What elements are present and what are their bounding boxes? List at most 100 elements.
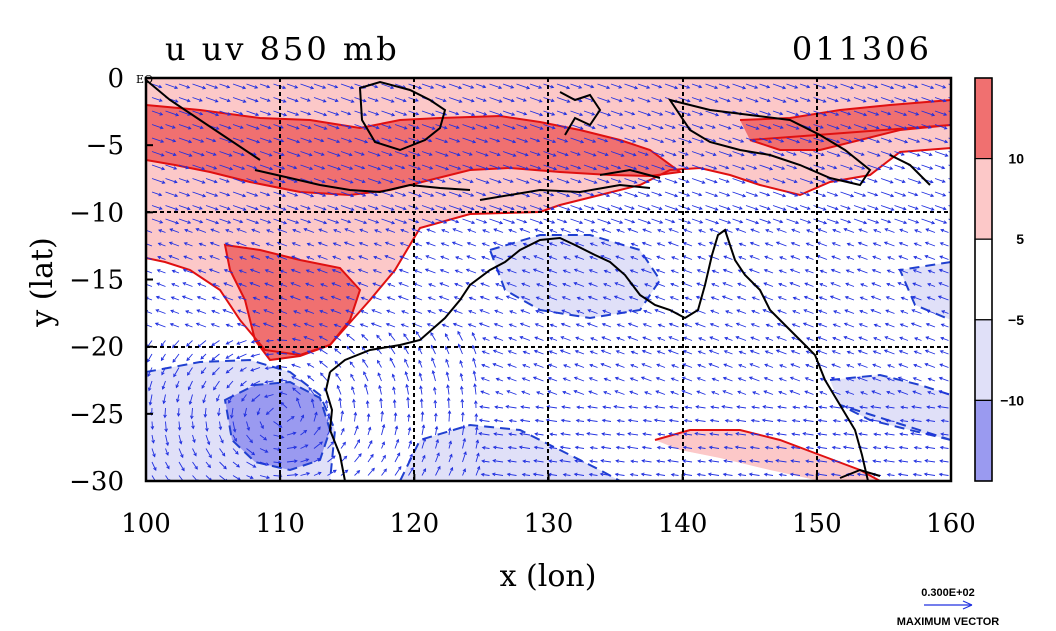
wind-vector-head (438, 295, 443, 300)
wind-vector-head (574, 445, 579, 450)
wind-vector-head (578, 98, 583, 103)
wind-vector-head (355, 425, 359, 430)
wind-vector-head (418, 359, 422, 364)
wind-vector (401, 323, 409, 328)
wind-vector (408, 110, 419, 115)
wind-vector-head (255, 112, 260, 117)
wind-vector-head (765, 179, 770, 183)
wind-vector (156, 296, 166, 301)
wind-vector (178, 151, 192, 157)
wind-vector (724, 350, 733, 355)
wind-vector-head (521, 269, 526, 273)
wind-vector (413, 283, 423, 287)
wind-vector-head (169, 322, 174, 327)
wind-vector (597, 191, 610, 197)
wind-vector (560, 336, 571, 341)
wind-vector (494, 419, 504, 422)
wind-vector-head (601, 336, 606, 340)
wind-vector (381, 218, 395, 224)
wind-vector (237, 323, 247, 328)
wind-vector-head (185, 179, 190, 183)
wind-vector (516, 218, 527, 223)
wind-vector-head (738, 206, 743, 210)
wind-vector (246, 205, 258, 210)
wind-vector (925, 242, 936, 247)
wind-vector (939, 255, 949, 260)
wind-vector-head (171, 125, 176, 129)
wind-vector (300, 137, 312, 143)
wind-vector (563, 256, 571, 260)
wind-vector (887, 377, 895, 382)
wind-vector (496, 270, 504, 274)
wind-vector (238, 283, 247, 287)
colorbar-segment (974, 77, 993, 160)
wind-vector-head (196, 309, 201, 313)
wind-vector-head (619, 112, 624, 116)
wind-vector-head (823, 112, 828, 117)
wind-vector (658, 324, 666, 328)
wind-vector (250, 282, 261, 287)
wind-vector (587, 309, 598, 314)
wind-vector (637, 137, 648, 142)
wind-vector-head (642, 228, 647, 232)
wind-vector (886, 406, 895, 409)
wind-vector-head (818, 296, 823, 300)
wind-vector-head (390, 85, 395, 90)
wind-vector-head (265, 462, 270, 466)
wind-vector (664, 164, 677, 170)
wind-vector-head (345, 309, 350, 313)
wind-vector (165, 434, 169, 446)
wind-vector (907, 110, 919, 116)
wind-vector-head (170, 296, 175, 300)
wind-vector (657, 242, 666, 247)
wind-vector (763, 406, 774, 409)
wind-vector-head (925, 432, 930, 436)
wind-vector (367, 413, 370, 422)
wind-vector (597, 218, 611, 224)
wind-vector (776, 228, 787, 233)
wind-vector-head (929, 166, 934, 170)
wind-vector-head (416, 152, 421, 157)
wind-vectors (146, 83, 951, 481)
wind-vector (533, 363, 544, 368)
wind-vector (534, 242, 544, 247)
wind-vector-head (802, 418, 807, 423)
wind-vector-head (943, 220, 948, 224)
wind-vector-head (915, 125, 920, 130)
wind-vector (831, 269, 841, 274)
wind-vector (394, 439, 399, 449)
wind-vector-head (587, 405, 592, 409)
wind-vector (604, 270, 612, 274)
wind-vector-head (778, 282, 783, 287)
wind-vector (347, 256, 355, 260)
wind-vector (880, 151, 893, 156)
wind-vector (803, 309, 814, 314)
wind-vector (575, 460, 585, 463)
wind-vector (590, 229, 598, 233)
wind-vector (381, 441, 385, 449)
wind-vector-head (923, 472, 928, 477)
wind-vector-head (471, 344, 476, 349)
wind-vector-head (535, 296, 540, 300)
wind-vector (691, 218, 703, 224)
wind-vector-head (509, 179, 514, 183)
wind-vector-head (763, 376, 768, 381)
wind-vector (157, 256, 166, 260)
wind-vector (259, 178, 273, 184)
wind-vector (482, 242, 490, 247)
wind-vector-head (268, 139, 273, 143)
wind-vector (765, 460, 774, 463)
wind-vector-head (924, 445, 929, 450)
wind-vector-head (349, 180, 354, 184)
wind-vector (779, 269, 787, 274)
wind-vector-head (445, 371, 450, 376)
wind-vector-head (388, 138, 393, 143)
wind-vector (225, 353, 234, 359)
wind-vector (887, 364, 895, 368)
wind-vector (529, 83, 542, 89)
wind-vector-head (925, 336, 930, 340)
wind-vector (745, 110, 759, 116)
wind-vector (779, 377, 787, 382)
wind-vector-head (684, 405, 689, 410)
wind-vector (506, 405, 517, 409)
